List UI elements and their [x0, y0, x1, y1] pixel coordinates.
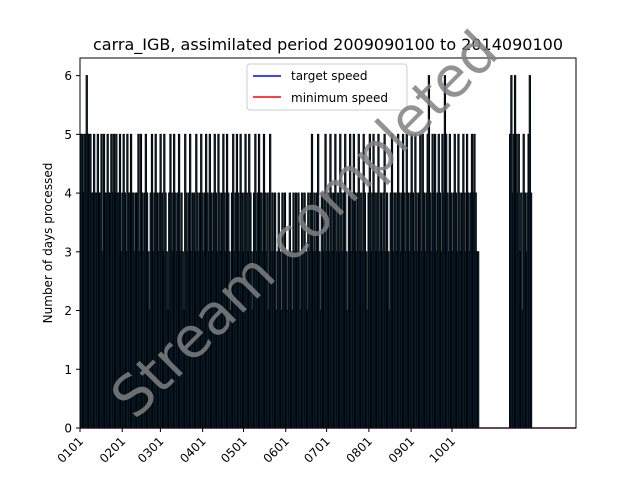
legend-label-target-speed: target speed — [291, 69, 368, 83]
y-tick-label: 5 — [64, 128, 72, 142]
y-tick-label: 4 — [64, 187, 72, 201]
y-axis-ticks: 0 1 2 3 4 5 6 — [64, 69, 80, 436]
y-tick-label: 3 — [64, 245, 72, 259]
y-tick-label: 1 — [64, 363, 72, 377]
y-tick-label: 2 — [64, 304, 72, 318]
legend: target speed minimum speed — [246, 63, 408, 111]
legend-box — [246, 63, 408, 111]
y-tick-label: 6 — [64, 69, 72, 83]
plot-area-frame — [79, 57, 577, 429]
legend-label-minimum-speed: minimum speed — [291, 91, 388, 105]
y-axis-label: Number of days processed — [41, 163, 55, 324]
bar — [529, 192, 533, 429]
chart-title: carra_IGB, assimilated period 2009090100… — [93, 35, 563, 55]
bar — [477, 251, 480, 429]
y-tick-label: 0 — [64, 422, 72, 436]
